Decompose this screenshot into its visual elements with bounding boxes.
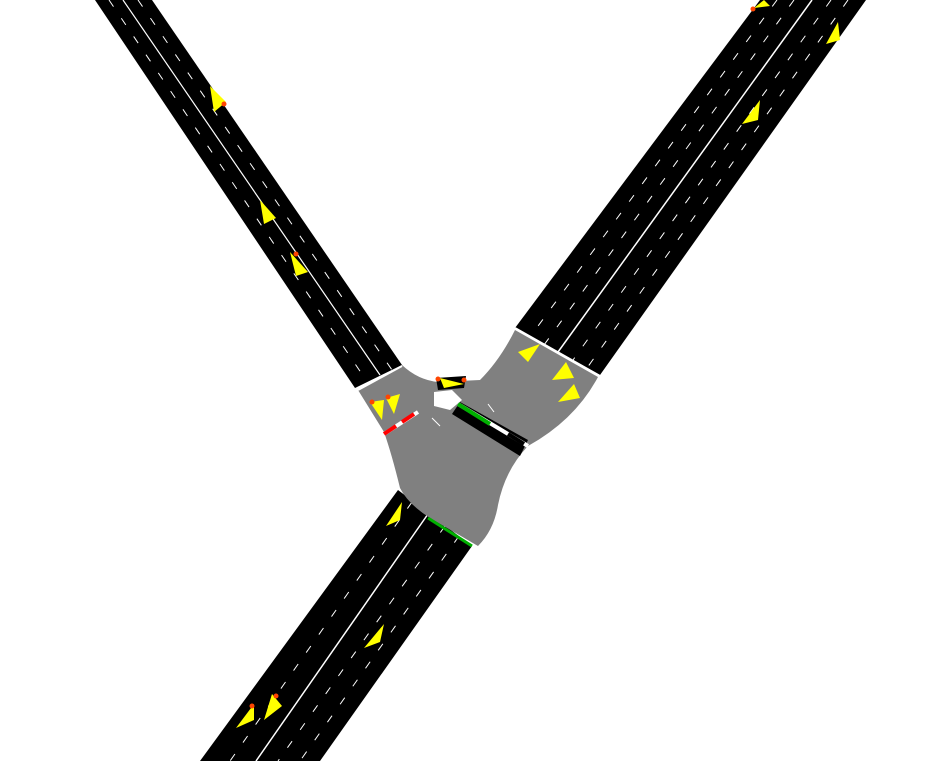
vehicle-sw-2 bbox=[364, 624, 384, 648]
vehicle-sw-4-brake-light bbox=[273, 693, 279, 699]
northeast-road-lane-line bbox=[529, 0, 778, 338]
southwest-road-lane-line bbox=[229, 501, 413, 761]
signal-nw-approach-red-segment bbox=[400, 412, 416, 424]
southwest-road-lane-line bbox=[277, 525, 446, 761]
signal-ne-approach bbox=[456, 402, 530, 448]
vehicle-sw-3 bbox=[236, 704, 254, 728]
junction-east-stub bbox=[452, 402, 528, 456]
vehicle-nw-1 bbox=[210, 86, 226, 112]
vehicle-ne-2 bbox=[826, 22, 840, 44]
signal-sw-approach-bar bbox=[427, 516, 473, 548]
vehicle-ne-6 bbox=[558, 384, 580, 402]
vehicle-sw-1 bbox=[386, 502, 402, 526]
vehicle-ne-3 bbox=[742, 100, 760, 124]
signal-ne-approach-dark-segment bbox=[506, 432, 526, 446]
northwest-road-divider bbox=[122, 0, 381, 376]
junction-hint-line bbox=[431, 417, 441, 427]
traffic-signals bbox=[382, 402, 530, 548]
vehicle-sw-3-brake-light bbox=[249, 703, 255, 709]
roads bbox=[95, 0, 866, 761]
northwest-road-lane-line bbox=[137, 0, 393, 371]
northeast-road bbox=[515, 0, 866, 375]
junction-surface bbox=[358, 330, 598, 546]
junction-stopline bbox=[514, 327, 601, 377]
northeast-road-divider bbox=[557, 0, 813, 353]
junction-island bbox=[434, 390, 462, 410]
northwest-road bbox=[95, 0, 402, 388]
northwest-road-surface bbox=[95, 0, 402, 388]
vehicle-nw-3-brake-light bbox=[293, 251, 299, 257]
northeast-road-lane-line bbox=[572, 0, 832, 361]
signal-sw-approach bbox=[427, 516, 473, 548]
vehicle-ne-4 bbox=[518, 344, 540, 362]
vehicle-nw-1-brake-light bbox=[221, 101, 227, 107]
vehicle-nw-4-brake-light bbox=[369, 399, 375, 405]
vehicle-nw-3 bbox=[290, 252, 308, 276]
northeast-road-lane-line bbox=[586, 0, 849, 369]
vehicle-ne-5 bbox=[552, 362, 574, 380]
junction-hint-line bbox=[487, 403, 495, 413]
vehicle-nw-5-brake-light bbox=[385, 394, 391, 400]
signal-nw-approach bbox=[382, 410, 420, 436]
vehicle-ne-1 bbox=[754, 0, 770, 8]
vehicles bbox=[210, 0, 840, 728]
vehicle-sw-4 bbox=[264, 694, 282, 720]
vehicle-junction-1 bbox=[440, 378, 464, 388]
southwest-road-lane-line bbox=[299, 535, 460, 761]
southwest-road-divider bbox=[255, 513, 429, 761]
signal-ne-approach-green-segment bbox=[456, 402, 492, 426]
signal-nw-approach-red-segment bbox=[382, 424, 398, 436]
vehicle-junction-1-brake-light bbox=[435, 376, 441, 382]
southwest-road-surface bbox=[200, 490, 472, 761]
southwest-road bbox=[200, 490, 472, 761]
northeast-road-surface bbox=[515, 0, 866, 375]
vehicle-nw-4 bbox=[370, 400, 384, 420]
vehicle-ne-1-brake-light bbox=[750, 6, 756, 12]
northeast-road-lane-line bbox=[543, 0, 795, 346]
junction-hint-line bbox=[481, 363, 487, 373]
vehicle-junction-1-brake-light bbox=[461, 377, 467, 383]
vehicle-nw-2 bbox=[260, 200, 276, 224]
junction-stopline bbox=[357, 365, 403, 391]
